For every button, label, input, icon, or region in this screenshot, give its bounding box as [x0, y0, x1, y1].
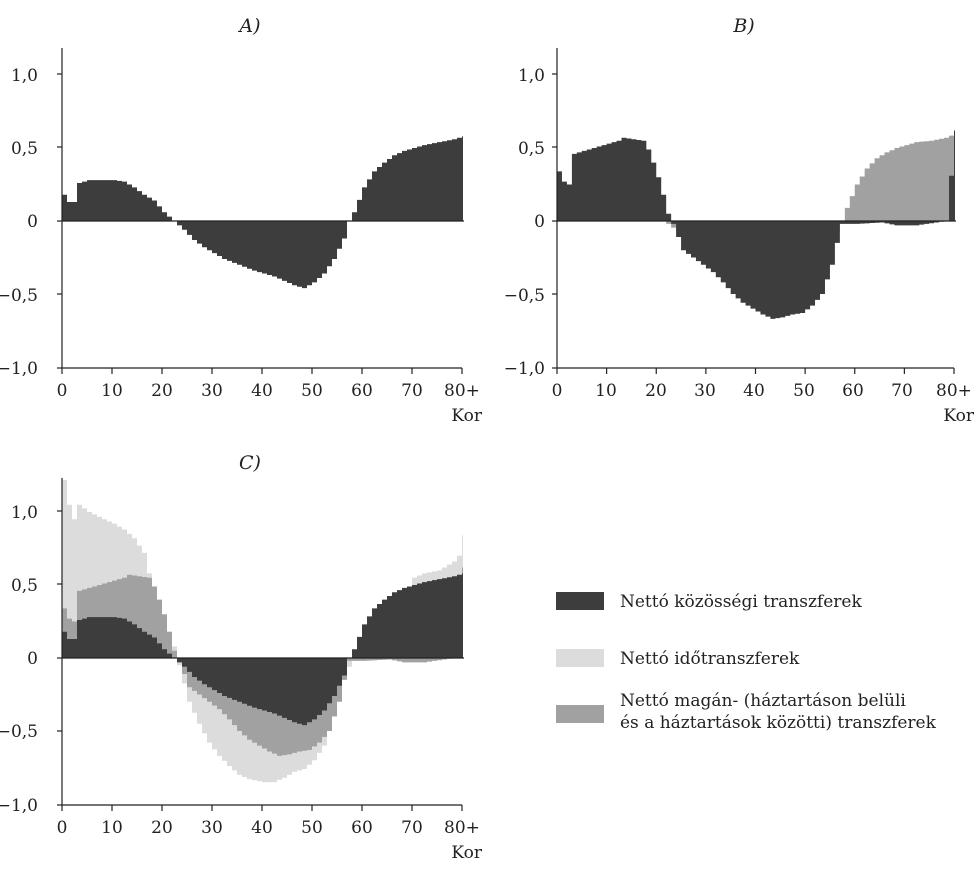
panel-b-xlabel: Kor — [943, 406, 974, 426]
panel-b-xtick: 20 — [645, 381, 667, 401]
panel-a: A) 1,0 0,5 0 −0,5 −1,0 0 10 20 30 40 50 … — [0, 15, 483, 426]
panel-a-ytick: 0 — [27, 212, 38, 232]
panel-a-area-public — [62, 136, 463, 289]
panel-c-plot — [57, 478, 464, 811]
panel-c-xtick: 20 — [151, 818, 173, 838]
panel-b-xtick: 40 — [743, 381, 765, 401]
panel-c-title: C) — [239, 452, 261, 474]
panel-c-xtick: 80+ — [444, 818, 480, 838]
panel-c-ytick: 0 — [27, 649, 38, 669]
legend-swatch-time — [556, 649, 604, 667]
panel-b-ytick: −0,5 — [504, 286, 545, 306]
panel-a-ytick: 1,0 — [11, 66, 38, 86]
panel-c-xtick: 60 — [351, 818, 373, 838]
legend-label-private-line2: és a háztartások közötti) transzferek — [620, 713, 937, 733]
panel-b-ytick: −1,0 — [504, 359, 545, 379]
panel-a-xtick: 40 — [251, 381, 273, 401]
panel-a-title: A) — [237, 15, 260, 37]
panel-a-ytick: −0,5 — [0, 286, 38, 306]
panel-a-xtick: 30 — [201, 381, 223, 401]
panel-a-ytick: −1,0 — [0, 359, 38, 379]
panel-c-area-public — [62, 573, 463, 726]
panel-b-xtick: 70 — [891, 381, 913, 401]
panel-c-ytick: 0,5 — [11, 576, 38, 596]
panel-b-title: B) — [732, 15, 754, 37]
panel-b-xtick: 0 — [552, 381, 563, 401]
panel-a-xtick: 20 — [151, 381, 173, 401]
panel-c-xtick: 40 — [251, 818, 273, 838]
legend: Nettó közösségi transzferek Nettó időtra… — [556, 592, 937, 733]
panel-a-xlabel: Kor — [451, 406, 482, 426]
panel-c-ytick: −1,0 — [0, 796, 38, 816]
legend-swatch-private — [556, 705, 604, 723]
panel-a-plot — [57, 48, 464, 374]
panel-b-ytick: 0,5 — [518, 139, 545, 159]
panel-b-xtick: 10 — [595, 381, 617, 401]
panel-b-plot — [552, 48, 956, 374]
legend-swatch-public — [556, 592, 604, 610]
legend-label-public: Nettó közösségi transzferek — [620, 592, 862, 612]
panel-a-xtick: 60 — [351, 381, 373, 401]
panel-c-xtick: 0 — [57, 818, 68, 838]
panel-a-xtick: 10 — [101, 381, 123, 401]
panel-b-xtick: 30 — [694, 381, 716, 401]
panel-a-xtick: 50 — [301, 381, 323, 401]
panel-b-ytick: 0 — [534, 212, 545, 232]
panel-b-xtick: 60 — [842, 381, 864, 401]
panel-c: C) 1,0 0,5 0 −0,5 −1,0 0 10 20 30 40 50 … — [0, 452, 483, 863]
panel-c-xtick: 10 — [101, 818, 123, 838]
panel-c-xtick: 70 — [401, 818, 423, 838]
panel-a-xtick: 70 — [401, 381, 423, 401]
panel-b-xtick: 80+ — [936, 381, 972, 401]
panel-c-xlabel: Kor — [451, 843, 482, 863]
panel-b: B) 1,0 0,5 0 −0,5 −1,0 0 10 20 30 40 50 … — [504, 15, 975, 426]
panel-b-ytick: 1,0 — [518, 66, 545, 86]
panel-a-ytick: 0,5 — [11, 139, 38, 159]
panel-c-xtick: 50 — [301, 818, 323, 838]
legend-label-time: Nettó időtranszferek — [620, 649, 800, 669]
panel-c-xtick: 30 — [201, 818, 223, 838]
legend-label-private: Nettó magán- (háztartáson belüli — [620, 691, 906, 711]
panel-b-area-public — [557, 130, 955, 319]
panel-a-xtick: 0 — [57, 381, 68, 401]
panel-c-ytick: 1,0 — [11, 503, 38, 523]
panel-c-ytick: −0,5 — [0, 722, 38, 742]
panel-b-xtick: 50 — [793, 381, 815, 401]
panel-a-xtick: 80+ — [444, 381, 480, 401]
